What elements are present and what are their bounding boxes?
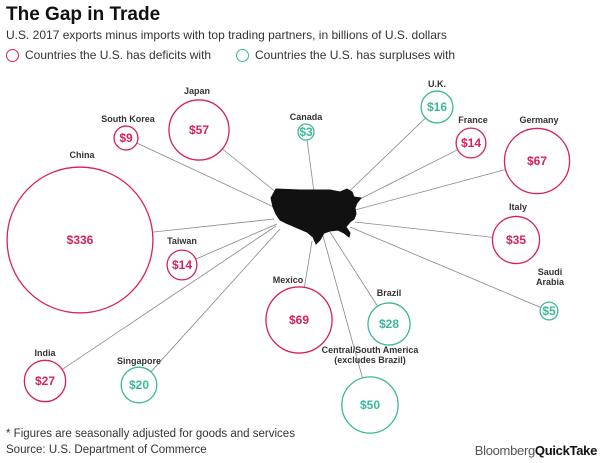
- connector-singapore: [150, 228, 281, 373]
- connector-italy: [354, 221, 493, 238]
- country-label-brazil: Brazil: [377, 288, 402, 298]
- connector-france: [347, 149, 458, 206]
- value-label-saudi-arabia: $5: [542, 304, 556, 318]
- bubbles: $336 China $57 Japan $9 South Korea $3 Canada $1…: [6, 79, 571, 434]
- bubble-india: [23, 359, 67, 403]
- country-label-south-korea: South Korea: [101, 114, 155, 124]
- bubble-china: [6, 166, 154, 314]
- country-label-singapore: Singapore: [117, 356, 161, 366]
- legend-surplus-swatch: [236, 48, 249, 62]
- legend-deficit-swatch: [6, 48, 19, 62]
- connector-u-k: [336, 117, 426, 204]
- bubble-canada: [297, 123, 315, 141]
- bubble-u-k: [420, 90, 454, 124]
- value-label-singapore: $20: [129, 378, 149, 392]
- us-map: [270, 188, 362, 245]
- value-label-germany: $67: [527, 154, 547, 168]
- connector-central-south-america-excludes-brazil: [322, 235, 363, 378]
- value-label-mexico: $69: [289, 313, 309, 327]
- country-label-china: China: [69, 150, 95, 160]
- connector-india: [61, 225, 277, 370]
- connector-canada: [306, 139, 315, 193]
- value-label-italy: $35: [506, 233, 526, 247]
- value-label-brazil: $28: [379, 317, 399, 331]
- connector-china: [152, 218, 275, 233]
- value-label-central-south-america-excludes-brazil: $50: [360, 398, 380, 412]
- connector-south-korea: [136, 142, 277, 209]
- chart-subtitle: U.S. 2017 exports minus imports with top…: [6, 28, 447, 42]
- country-label-saudi-arabia: Saudi Arabia: [536, 267, 565, 287]
- connector-mexico: [303, 240, 313, 288]
- country-label-mexico: Mexico: [273, 275, 304, 285]
- country-label-japan: Japan: [184, 86, 210, 96]
- chart-title: The Gap in Trade: [6, 4, 161, 25]
- country-label-central-south-america-excludes-brazil: Central/South America (excludes Brazil): [322, 345, 420, 365]
- connector-lines: [61, 117, 541, 378]
- value-label-india: $27: [35, 374, 55, 388]
- connector-japan: [222, 148, 283, 198]
- connector-saudi-arabia: [349, 226, 541, 308]
- country-label-u-k: U.K.: [428, 79, 446, 89]
- value-label-u-k: $16: [427, 100, 447, 114]
- bubble-japan: [168, 99, 230, 161]
- legend-surplus-label: Countries the U.S. has surpluses with: [255, 48, 456, 62]
- bubble-germany: [503, 127, 571, 195]
- value-label-south-korea: $9: [119, 131, 133, 145]
- bubble-italy: [491, 215, 541, 265]
- bubble-south-korea: [113, 125, 139, 151]
- brand-a: Bloomberg: [474, 443, 535, 458]
- brand-b: QuickTake: [534, 443, 597, 458]
- bubble-central-south-america-excludes-brazil: [341, 376, 399, 434]
- value-label-canada: $3: [299, 125, 313, 139]
- legend-deficit: Countries the U.S. has deficits with: [6, 48, 211, 62]
- country-label-germany: Germany: [519, 115, 558, 125]
- country-label-italy: Italy: [509, 202, 527, 212]
- legend-deficit-label: Countries the U.S. has deficits with: [25, 48, 212, 62]
- bubble-mexico: [265, 286, 333, 354]
- bubble-brazil: [367, 302, 411, 346]
- country-label-canada: Canada: [290, 112, 324, 122]
- bubble-france: [455, 127, 487, 159]
- legend-surplus: Countries the U.S. has surpluses with: [236, 48, 455, 62]
- footnote: * Figures are seasonally adjusted for go…: [6, 428, 295, 440]
- country-label-india: India: [34, 348, 56, 358]
- country-label-taiwan: Taiwan: [167, 236, 197, 246]
- country-label-france: France: [458, 115, 488, 125]
- value-label-japan: $57: [189, 123, 209, 137]
- value-label-france: $14: [461, 136, 481, 150]
- bubble-saudi-arabia: [539, 301, 559, 321]
- connector-taiwan: [195, 223, 278, 260]
- bubble-singapore: [120, 366, 158, 404]
- connector-germany: [354, 169, 506, 211]
- brand-logo: BloombergQuickTake: [474, 443, 598, 458]
- value-label-china: $336: [67, 233, 94, 247]
- source-note: Source: U.S. Department of Commerce: [6, 444, 207, 456]
- bubble-taiwan: [166, 249, 198, 281]
- connector-brazil: [329, 231, 378, 307]
- value-label-taiwan: $14: [172, 258, 192, 272]
